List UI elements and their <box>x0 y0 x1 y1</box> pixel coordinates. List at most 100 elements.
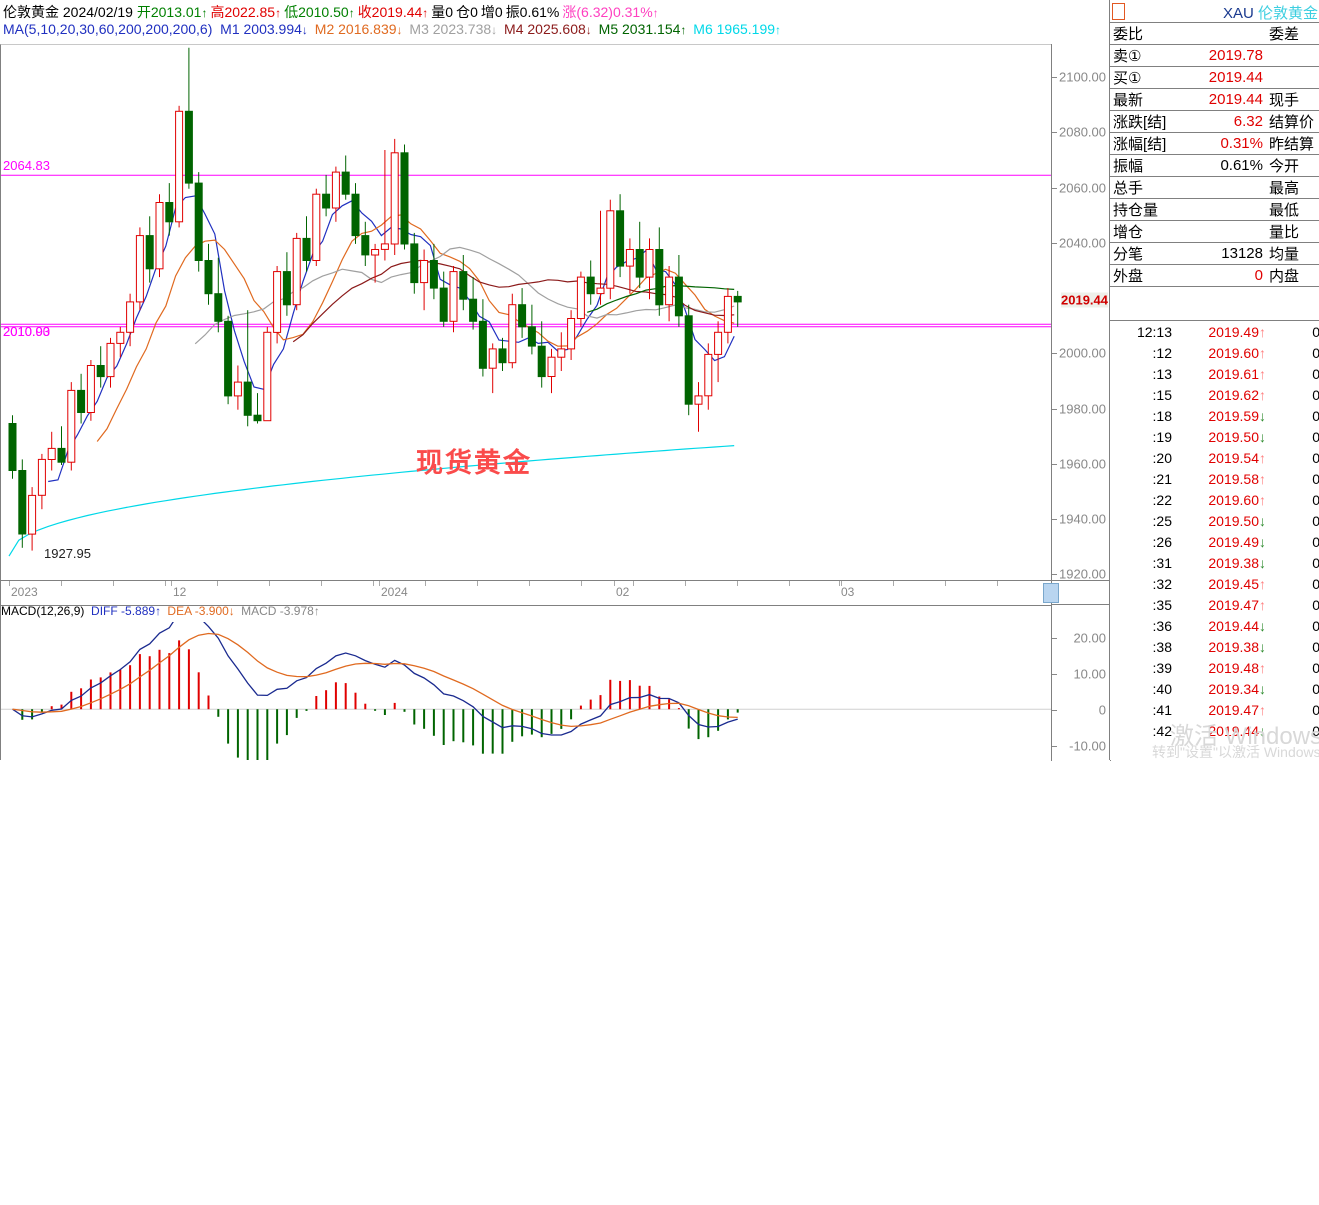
tick-row[interactable]: :20 2019.54↑ 0 <box>1110 447 1319 468</box>
macd-pane[interactable] <box>0 622 1052 760</box>
quote-label: 分笔 <box>1110 242 1178 265</box>
tick-time: :15 <box>1152 386 1172 403</box>
tick-volume: 0 <box>1312 386 1319 403</box>
hline-label-upper: 2064.83 <box>3 158 50 174</box>
quote-label-2: 量比 <box>1266 220 1319 243</box>
panel-tab-icon[interactable] <box>1112 3 1125 20</box>
tick-price: 2019.58↑ <box>1208 470 1266 487</box>
tick-row[interactable]: :35 2019.47↑ 0 <box>1110 594 1319 615</box>
tick-price: 2019.45↑ <box>1208 575 1266 592</box>
price-axis-tick: 1980.00 <box>1059 401 1106 417</box>
quote-row: 最新 2019.44 现手 <box>1110 88 1319 111</box>
tick-row[interactable]: :42 2019.44↓ 0 <box>1110 720 1319 741</box>
tick-price: 2019.61↑ <box>1208 365 1266 382</box>
tick-up-arrow: ↑ <box>1259 449 1266 466</box>
tick-row[interactable]: 12:13 2019.49↑ 0 <box>1110 321 1319 342</box>
tick-price: 2019.54↑ <box>1208 449 1266 466</box>
quote-table: 委比 委差 卖① 2019.78 买① 2019.44 最新 2019.44 现手 涨跌[结] 6.… <box>1110 23 1319 287</box>
ma-title: MA(5,10,20,30,60,200,200,200,6) <box>3 21 213 37</box>
hdr-field: 量0 <box>431 4 454 20</box>
tick-row[interactable]: :18 2019.59↓ 0 <box>1110 405 1319 426</box>
tick-price: 2019.38↓ <box>1208 554 1266 571</box>
horizontal-scrollbar-thumb[interactable] <box>1043 583 1059 603</box>
tick-row[interactable]: :26 2019.49↓ 0 <box>1110 531 1319 552</box>
macd-axis-tickmark <box>1052 746 1057 748</box>
tick-volume: 0 <box>1312 680 1319 697</box>
tick-down-arrow: ↓ <box>1259 617 1266 634</box>
tick-volume: 0 <box>1312 659 1319 676</box>
tick-time: :32 <box>1152 575 1172 592</box>
tick-row[interactable]: :22 2019.60↑ 0 <box>1110 489 1319 510</box>
hdr-field: 开2013.01↑ <box>136 4 208 20</box>
hdr-field: 涨(6.32)0.31%↑ <box>562 4 659 20</box>
tick-price: 2019.50↓ <box>1208 428 1266 445</box>
tick-time: :40 <box>1152 680 1172 697</box>
time-axis-tickmark <box>379 581 380 586</box>
tick-volume: 0 <box>1312 470 1319 487</box>
tick-row[interactable]: :32 2019.45↑ 0 <box>1110 573 1319 594</box>
time-axis-label: 03 <box>841 585 855 599</box>
hdr-field: 增0 <box>480 4 503 20</box>
tick-up-arrow: ↑ <box>1259 659 1266 676</box>
tick-time: :25 <box>1152 512 1172 529</box>
time-axis-label: 2023 <box>11 585 38 599</box>
time-axis-minor-tick <box>321 581 322 586</box>
quote-label: 振幅 <box>1110 154 1178 177</box>
price-axis-tickmark <box>1052 77 1057 79</box>
tick-time: :35 <box>1152 596 1172 613</box>
quote-row: 分笔 13128 均量 <box>1110 242 1319 265</box>
quote-value: 13128 <box>1178 242 1266 265</box>
tick-price: 2019.44↓ <box>1208 617 1266 634</box>
time-axis-minor-tick <box>997 581 998 586</box>
tick-row[interactable]: :19 2019.50↓ 0 <box>1110 426 1319 447</box>
time-axis-minor-tick <box>893 581 894 586</box>
ma-item: M6 1965.199↑ <box>693 21 782 37</box>
tick-price: 2019.38↓ <box>1208 638 1266 655</box>
quote-row: 总手 最高 <box>1110 176 1319 199</box>
tick-row[interactable]: :38 2019.38↓ 0 <box>1110 636 1319 657</box>
tick-list[interactable]: 12:13 2019.49↑ 0:12 2019.60↑ 0:13 2019.61↑ 0:1… <box>1110 320 1319 761</box>
time-axis-tickmark <box>9 581 10 586</box>
swing-low-label: 1927.95 <box>44 545 91 561</box>
tick-price: 2019.34↓ <box>1208 680 1266 697</box>
price-axis: 2100.00 2080.00 2060.00 2040.00 2000.00 1980.… <box>1051 44 1111 582</box>
tick-row[interactable]: :40 2019.34↓ 0 <box>1110 678 1319 699</box>
quote-label: 外盘 <box>1110 264 1178 287</box>
tick-row[interactable]: :39 2019.48↑ 0 <box>1110 657 1319 678</box>
tick-time: :42 <box>1152 722 1172 739</box>
price-chart-pane[interactable]: 2064.83 2010.00 2010.93 2111.39 1927.95 … <box>0 44 1052 581</box>
quote-value: 0.31% <box>1178 132 1266 155</box>
quote-title-bar: XAU 伦敦黄金 <box>1110 0 1319 23</box>
tick-price: 2019.49↓ <box>1208 533 1266 550</box>
quote-label: 买① <box>1110 66 1178 89</box>
time-axis-minor-tick <box>269 581 270 586</box>
quote-row: 委比 委差 <box>1110 23 1319 45</box>
time-axis-minor-tick <box>789 581 790 586</box>
tick-row[interactable]: :36 2019.44↓ 0 <box>1110 615 1319 636</box>
quote-label-2 <box>1266 44 1319 67</box>
tick-price: 2019.62↑ <box>1208 386 1266 403</box>
tick-volume: 0 <box>1312 554 1319 571</box>
tick-row[interactable]: :41 2019.47↑ 0 <box>1110 699 1319 720</box>
tick-price: 2019.44↓ <box>1208 722 1266 739</box>
quote-label: 卖① <box>1110 44 1178 67</box>
tick-row[interactable]: :15 2019.62↑ 0 <box>1110 384 1319 405</box>
time-axis-minor-tick <box>581 581 582 586</box>
quote-symbol-name: 伦敦黄金 <box>1257 5 1318 22</box>
chart-header-line1: 伦敦黄金 2024/02/19 开2013.01↑ 高2022.85↑ 低2010.… <box>3 2 662 22</box>
tick-row[interactable]: :13 2019.61↑ 0 <box>1110 363 1319 384</box>
last-price-label: 2019.44 <box>1061 292 1108 308</box>
tick-time: :18 <box>1152 407 1172 424</box>
price-axis-tick: 2060.00 <box>1059 180 1106 196</box>
tick-volume: 0 <box>1312 701 1319 718</box>
tick-price: 2019.50↓ <box>1208 512 1266 529</box>
time-axis-minor-tick <box>945 581 946 586</box>
tick-volume: 0 <box>1312 365 1319 382</box>
quote-label: 涨幅[结] <box>1110 132 1178 155</box>
tick-down-arrow: ↓ <box>1259 554 1266 571</box>
tick-row[interactable]: :12 2019.60↑ 0 <box>1110 342 1319 363</box>
tick-row[interactable]: :21 2019.58↑ 0 <box>1110 468 1319 489</box>
tick-row[interactable]: :31 2019.38↓ 0 <box>1110 552 1319 573</box>
tick-row[interactable]: :25 2019.50↓ 0 <box>1110 510 1319 531</box>
tick-up-arrow: ↑ <box>1259 323 1266 340</box>
